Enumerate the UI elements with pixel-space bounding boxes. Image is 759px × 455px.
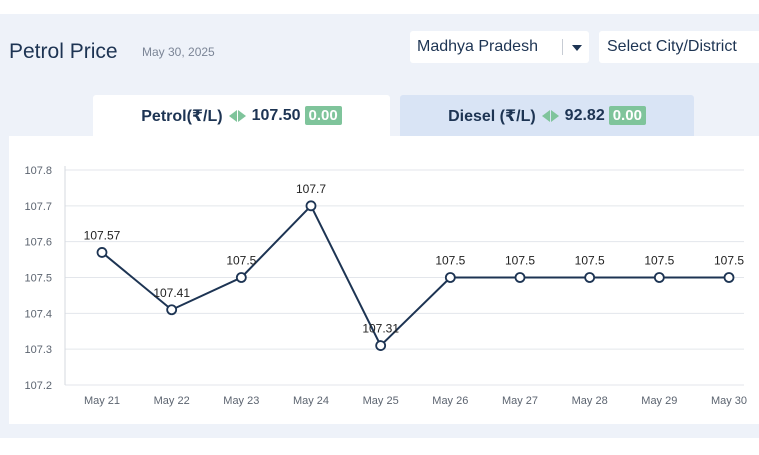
data-point: [166, 304, 178, 316]
data-point: [444, 272, 456, 283]
tab-petrol[interactable]: Petrol(₹/L) 107.50 0.00: [93, 95, 390, 136]
x-tick-label: May 25: [363, 395, 399, 407]
left-right-arrows-icon: [541, 109, 559, 122]
tab-diesel-price: 92.82: [564, 106, 605, 124]
data-point: [305, 200, 317, 212]
data-label: 107.5: [435, 254, 465, 268]
x-tick-label: May 30: [711, 395, 747, 407]
tab-diesel[interactable]: Diesel (₹/L) 92.82 0.00: [400, 95, 694, 136]
tab-diesel-change-badge: 0.00: [608, 106, 646, 125]
data-label: 107.31: [362, 322, 399, 336]
tab-petrol-label: Petrol(₹/L): [141, 107, 223, 125]
data-label: 107.7: [296, 182, 326, 196]
x-tick-label: May 29: [641, 395, 677, 407]
page-title: Petrol Price: [9, 40, 118, 63]
state-select-value: Madhya Pradesh: [417, 38, 538, 55]
data-label: 107.57: [84, 228, 121, 242]
x-tick-label: May 22: [154, 395, 190, 407]
tab-diesel-label: Diesel (₹/L): [448, 107, 536, 125]
data-label: 107.5: [505, 254, 535, 268]
x-tick-label: May 21: [84, 395, 120, 407]
series-line: [101, 204, 729, 348]
x-tick-label: May 23: [223, 395, 259, 407]
data-point: [653, 272, 665, 283]
city-select-placeholder: Select City/District: [607, 38, 737, 55]
chart-area: 107.2 107.3 107.4 107.5 107.6 107.7 107.8 May 2…: [9, 136, 759, 424]
data-point: [96, 247, 108, 258]
chevron-down-icon: [572, 45, 582, 51]
x-tick-label: May 27: [502, 395, 538, 407]
data-label: 107.5: [644, 254, 674, 268]
tab-petrol-change-badge: 0.00: [304, 106, 342, 125]
y-tick-label: 107.7: [24, 201, 52, 213]
state-select[interactable]: Madhya Pradesh: [410, 31, 589, 63]
data-label: 107.5: [575, 254, 605, 268]
data-point: [375, 340, 387, 351]
left-right-arrows-icon: [228, 109, 246, 122]
y-tick-label: 107.3: [24, 344, 52, 356]
data-label: 107.41: [153, 286, 190, 300]
y-tick-label: 107.4: [24, 308, 52, 320]
x-tick-label: May 24: [293, 395, 329, 407]
data-point: [235, 272, 247, 283]
y-tick-label: 107.5: [24, 273, 52, 285]
x-tick-label: May 28: [572, 395, 608, 407]
data-label: 107.5: [226, 254, 256, 268]
data-point: [723, 272, 735, 283]
y-tick-label: 107.8: [24, 165, 52, 177]
city-select[interactable]: Select City/District: [599, 31, 759, 63]
data-label: 107.5: [714, 254, 744, 268]
select-divider: [562, 39, 563, 55]
data-point: [584, 272, 596, 283]
y-tick-label: 107.2: [24, 380, 52, 392]
x-tick-label: May 26: [432, 395, 468, 407]
y-tick-label: 107.6: [24, 237, 52, 249]
price-date: May 30, 2025: [142, 45, 215, 59]
tab-petrol-price: 107.50: [251, 106, 301, 124]
data-point: [514, 272, 526, 283]
price-line-chart: 107.2 107.3 107.4 107.5 107.6 107.7 107.8 May 2…: [24, 165, 747, 407]
